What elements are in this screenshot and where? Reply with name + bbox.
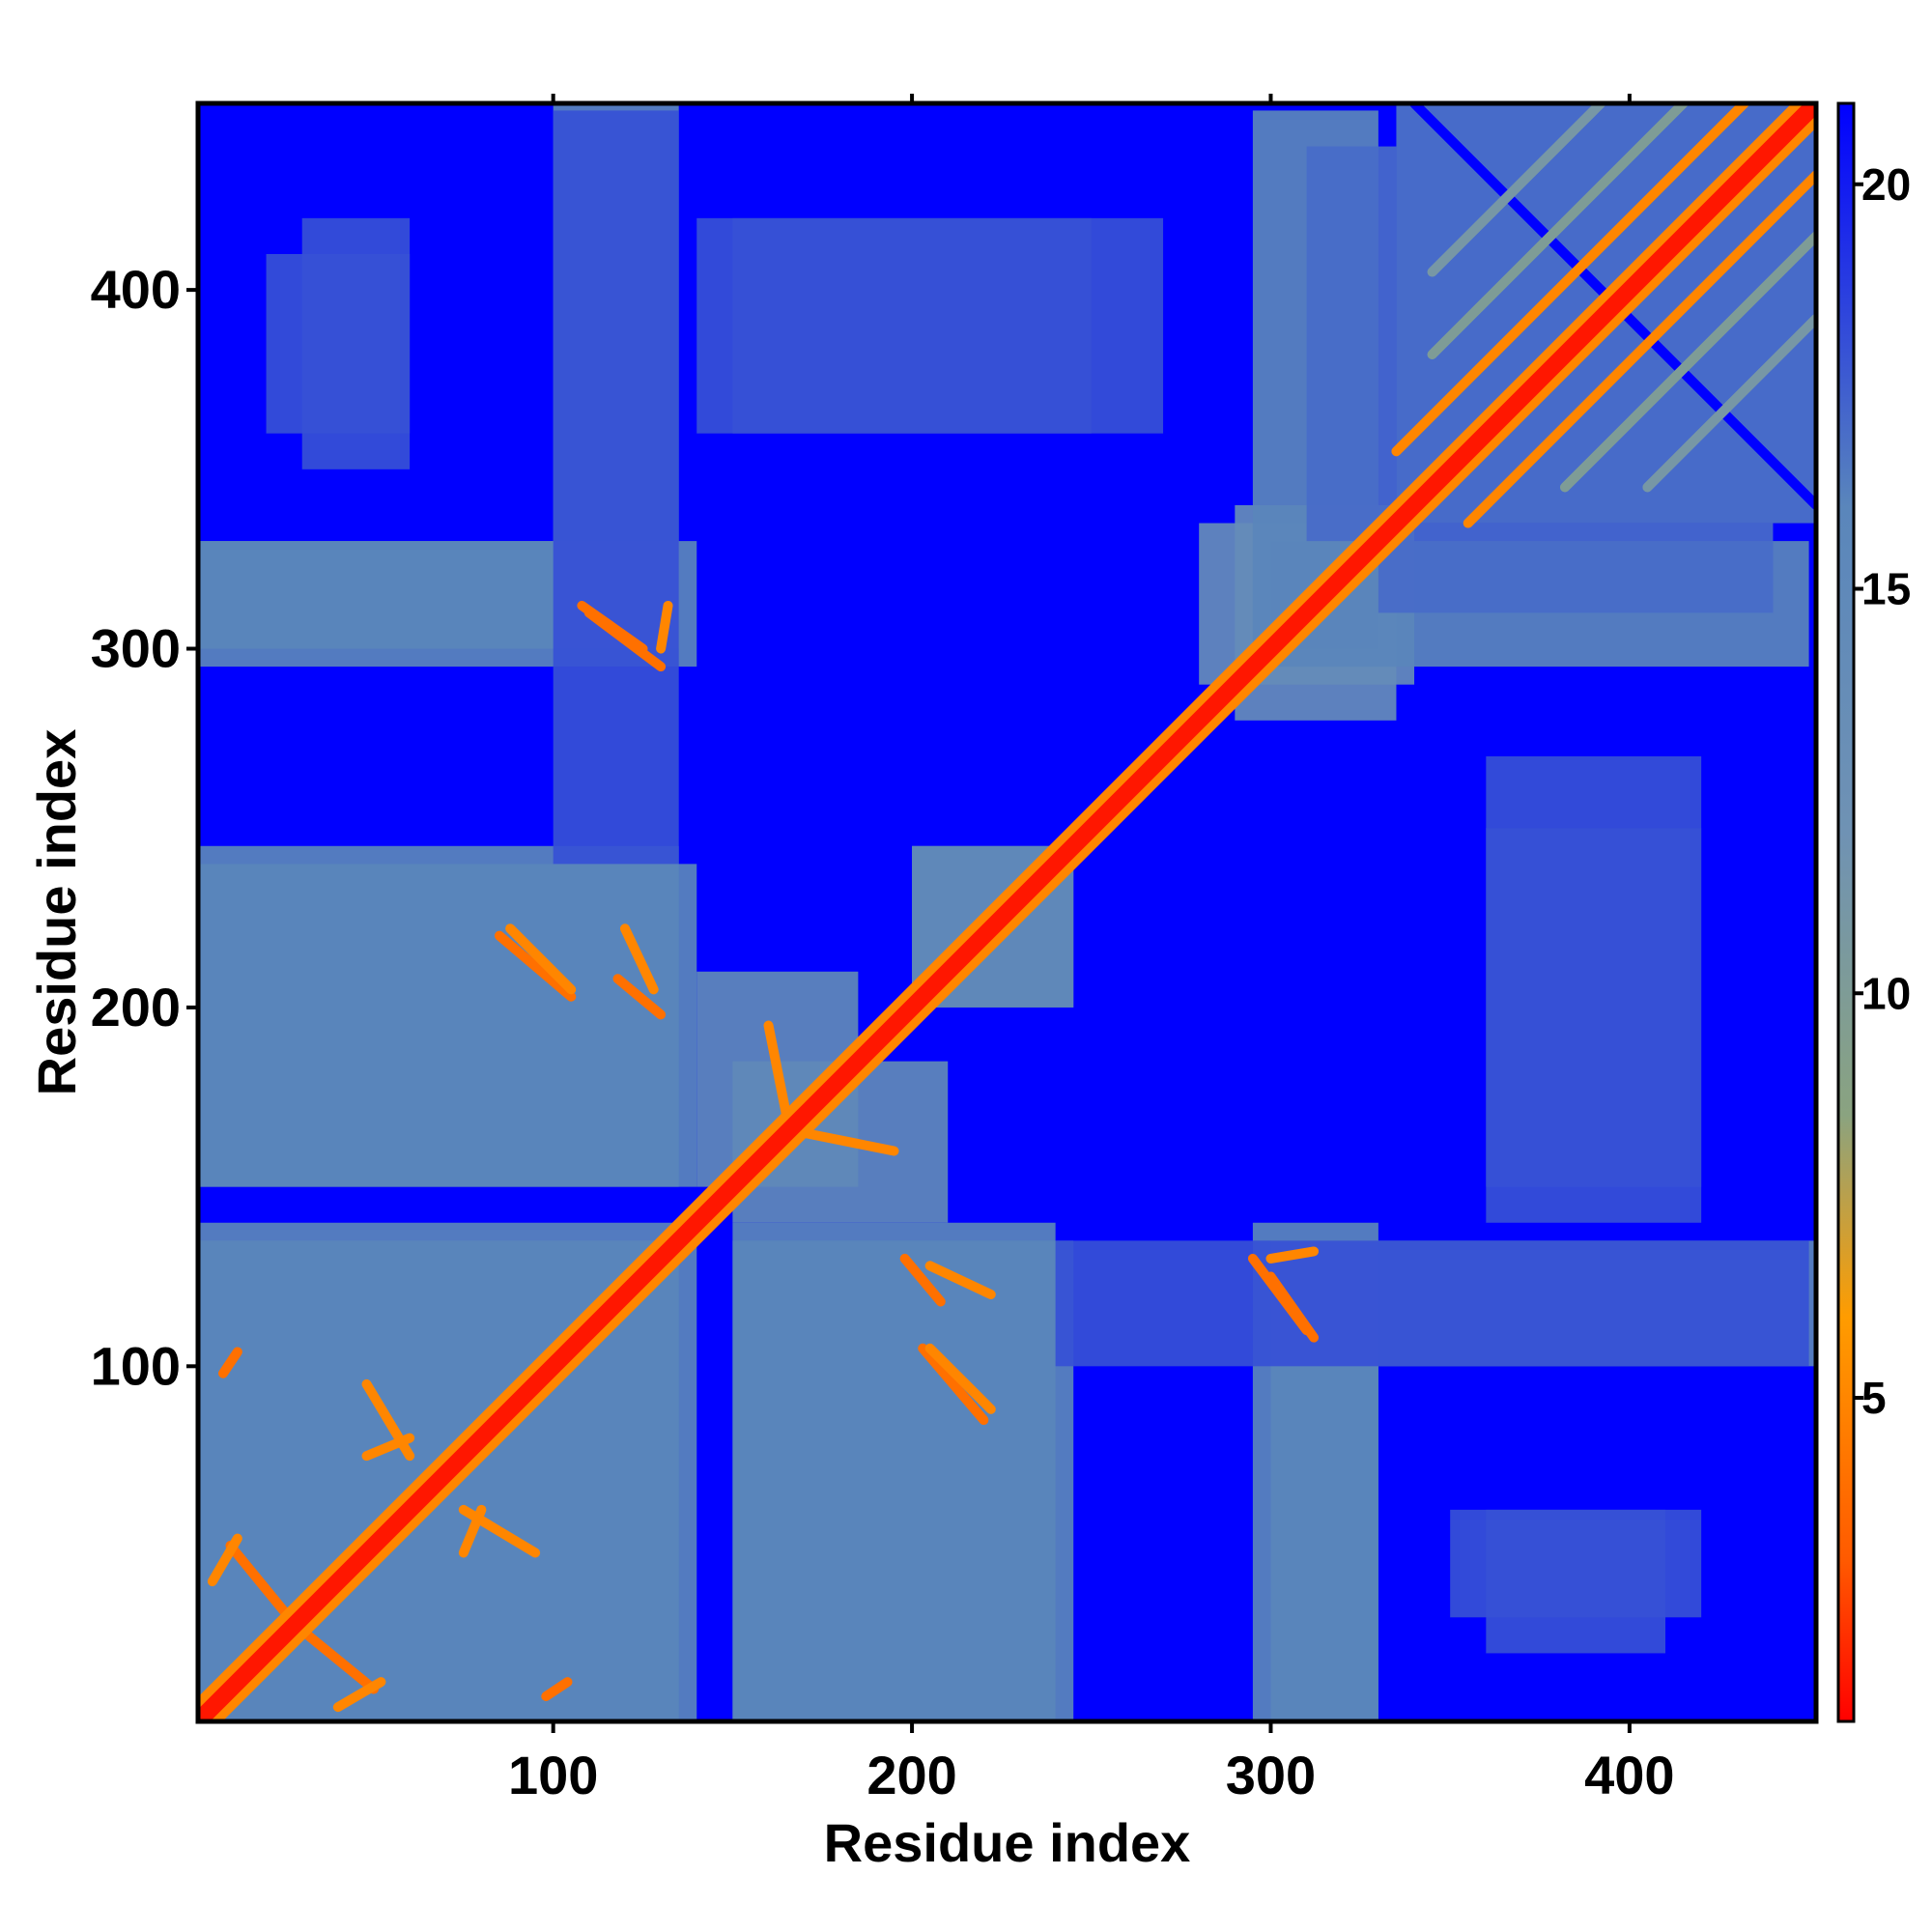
contact-line-11: [458, 1504, 541, 1558]
y-tick-label: 300: [91, 618, 181, 679]
contact-line-13-mirror: [763, 1020, 792, 1121]
contact-line-11-mirror: [361, 1378, 415, 1462]
contact-line-6-mirror: [619, 923, 659, 995]
contact-line-18: [1560, 231, 1816, 493]
contact-line-1-mirror: [918, 1343, 989, 1426]
heatmap-block-11-mirror: [1378, 523, 1774, 613]
x-tick-label: 400: [1584, 1745, 1674, 1805]
heatmap-block-2-mirror: [198, 845, 679, 1187]
contact-line-4-mirror: [1265, 1246, 1320, 1264]
contact-line-6: [924, 1261, 996, 1300]
heatmap-block-16-mirror: [266, 253, 411, 434]
heatmap-block-12-mirror: [1055, 1240, 1809, 1367]
x-axis: 100 200 300 400: [508, 1721, 1675, 1805]
contact-line-5: [1265, 1271, 1320, 1343]
contact-line-4: [656, 600, 673, 654]
colorbar-axis: 5 10 15 20: [1854, 159, 1911, 1423]
colorbar-tick-label: 5: [1861, 1373, 1887, 1423]
contact-line-20: [1642, 313, 1816, 493]
colorbar-tick-label: 15: [1861, 564, 1911, 614]
contact-line-7: [924, 1343, 996, 1414]
y-tick-label: 200: [91, 977, 181, 1037]
y-tick-label: 100: [91, 1335, 181, 1396]
x-tick-label: 300: [1226, 1745, 1316, 1805]
contact-line-12: [332, 1677, 386, 1713]
y-tick-label: 400: [91, 259, 181, 320]
contact-line-2-mirror: [899, 1253, 946, 1307]
x-axis-label: Residue index: [824, 1812, 1191, 1873]
plot-area: [198, 103, 1816, 1721]
colorbar-tick-label: 20: [1861, 159, 1911, 210]
heatmap-block-15-mirror: [696, 217, 1092, 434]
contact-line-7-mirror: [505, 923, 577, 995]
x-tick-label: 100: [508, 1745, 598, 1805]
heatmap-block-15: [1486, 828, 1702, 1223]
colorbar-tick-label: 10: [1861, 968, 1911, 1018]
contact-line-2: [612, 974, 667, 1020]
plot-frame: [195, 100, 1819, 1724]
x-tick-label: 200: [867, 1745, 956, 1805]
contact-line-12-mirror: [207, 1533, 242, 1587]
contact-line-16: [1463, 170, 1816, 528]
contact-line-13: [799, 1127, 899, 1156]
diagonal-line: [198, 103, 1816, 1721]
heatmap-block-11: [1306, 146, 1397, 542]
y-axis-label: Residue index: [26, 729, 87, 1096]
contact-line-8-mirror: [541, 1677, 573, 1702]
contact-line-5-mirror: [577, 600, 648, 654]
contact-line-20-mirror: [1427, 103, 1606, 277]
heatmap-block-12: [553, 110, 679, 865]
top-axis-ticks: [551, 94, 1632, 103]
colorbar: [1836, 101, 1856, 1723]
heatmap-block-2: [732, 1240, 1074, 1721]
contact-line-8: [217, 1347, 242, 1378]
contact-line-18-mirror: [1427, 103, 1689, 359]
contact-line-1: [494, 930, 577, 1002]
heatmap-block-16: [1486, 1509, 1666, 1654]
y-axis: 100 200 300 400: [91, 259, 198, 1396]
contact-line-16-mirror: [1391, 103, 1749, 457]
